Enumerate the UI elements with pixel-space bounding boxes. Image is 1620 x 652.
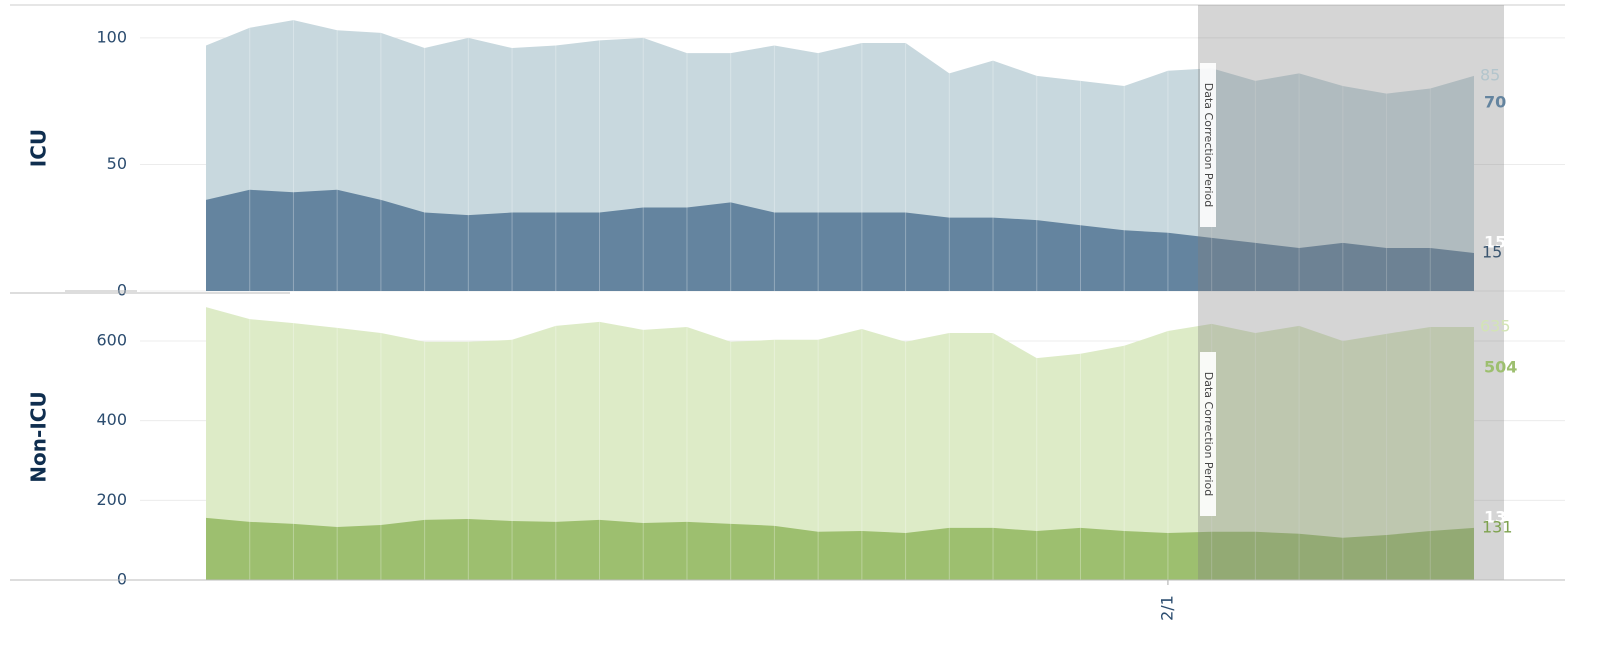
annotation-box [1200,63,1216,227]
end-label: 635 [1480,317,1511,336]
y-tick-label: 0 [117,281,127,300]
correction-shade [1198,294,1504,580]
annotation: Data Correction Period [1202,372,1215,496]
end-label: 15 [1482,243,1502,262]
y-tick-label: 0 [117,570,127,589]
x-tick-label: 2/1 [1157,595,1176,621]
y-tick-label: 200 [96,490,127,509]
end-label: 15 [1484,233,1506,252]
area [206,307,1474,580]
annotation-box [1200,352,1216,516]
y-tick-label: 400 [96,410,127,429]
end-label: 504 [1484,358,1517,377]
end-label: 131 [1484,507,1517,526]
area [206,189,1474,291]
y-tick-label: 600 [96,331,127,350]
area [206,517,1474,580]
annotation: Data Correction Period [1202,83,1215,207]
end-label: 70 [1484,92,1506,111]
y-tick-label: 50 [107,154,127,173]
end-label: 85 [1480,65,1500,84]
y-tick-label: 100 [96,27,127,46]
correction-shade [1198,5,1504,294]
end-label: 131 [1482,517,1513,536]
y-axis-title: ICU [27,129,51,167]
y-axis-title: Non-ICU [27,391,51,482]
